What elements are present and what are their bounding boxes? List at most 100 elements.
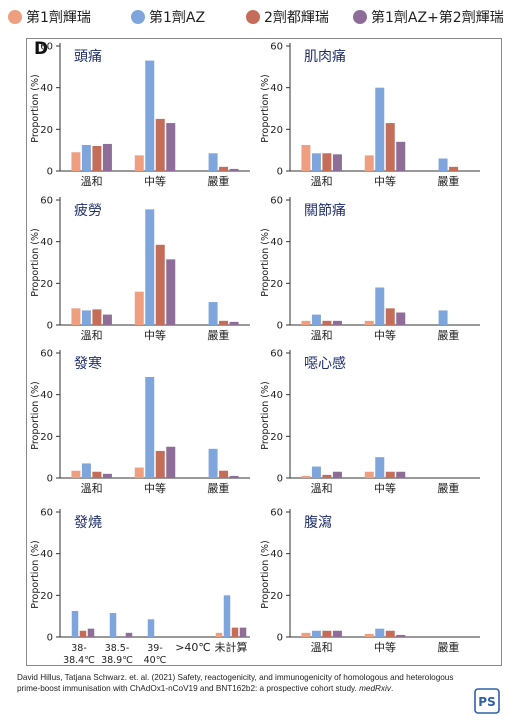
bar bbox=[223, 595, 231, 637]
bar bbox=[208, 302, 218, 325]
x-tick-label: 溫和 bbox=[81, 174, 103, 188]
x-tick-label: 中等 bbox=[374, 640, 396, 654]
y-tick-label: 60 bbox=[40, 42, 53, 53]
y-tick-label: 20 bbox=[270, 432, 283, 443]
y-tick-label: 40 bbox=[40, 237, 53, 248]
bar bbox=[332, 320, 342, 325]
y-tick-label: 40 bbox=[270, 83, 283, 94]
legend-label: 2劑都輝瑞 bbox=[264, 9, 329, 26]
x-tick-label: 溫和 bbox=[311, 640, 333, 654]
y-tick-label: 0 bbox=[47, 167, 53, 178]
bar bbox=[229, 168, 239, 171]
x-tick-label: 38-38.4℃ bbox=[63, 643, 95, 666]
citation: David Hillus, Tatjana Schwarz. et. al. (… bbox=[17, 672, 477, 694]
bar bbox=[375, 287, 385, 325]
x-tick-label: 溫和 bbox=[311, 328, 333, 342]
chart-title: 關節痛 bbox=[304, 202, 346, 219]
x-tick-label: 溫和 bbox=[81, 481, 103, 495]
x-tick-label: 嚴重 bbox=[437, 174, 459, 188]
legend-swatch bbox=[353, 10, 367, 24]
bar bbox=[322, 474, 332, 478]
x-tick-label: >40℃ bbox=[175, 641, 211, 654]
bar bbox=[231, 627, 239, 637]
bar bbox=[92, 309, 102, 325]
bar bbox=[208, 153, 218, 171]
bar bbox=[215, 632, 223, 637]
bar bbox=[364, 471, 374, 478]
x-tick-label: 中等 bbox=[374, 174, 396, 188]
bar bbox=[102, 143, 112, 171]
bar bbox=[81, 463, 91, 478]
figure-frame bbox=[26, 38, 502, 666]
bar bbox=[219, 470, 229, 478]
bar bbox=[166, 446, 176, 478]
legend-item: 第1劑AZ+第2劑輝瑞 bbox=[353, 9, 504, 26]
bar bbox=[102, 473, 112, 478]
y-tick-label: 60 bbox=[40, 508, 53, 519]
y-tick-label: 20 bbox=[270, 125, 283, 136]
y-tick-label: 20 bbox=[40, 125, 53, 136]
y-tick-label: 20 bbox=[270, 279, 283, 290]
bar bbox=[166, 259, 176, 325]
bar bbox=[145, 209, 155, 325]
y-axis-label: Proportion (%) bbox=[30, 74, 41, 142]
legend-label: 第1劑AZ bbox=[149, 9, 205, 26]
x-tick-label: 溫和 bbox=[311, 174, 333, 188]
bar bbox=[438, 158, 448, 171]
x-tick-label: 中等 bbox=[374, 328, 396, 342]
bar bbox=[71, 308, 81, 325]
bar bbox=[109, 613, 117, 637]
legend-label: 第1劑輝瑞 bbox=[26, 9, 91, 26]
bar bbox=[92, 471, 102, 478]
y-axis-label: Proportion (%) bbox=[260, 228, 271, 296]
y-tick-label: 0 bbox=[277, 633, 283, 644]
bar bbox=[301, 144, 311, 171]
bar bbox=[332, 154, 342, 171]
legend-item: 第1劑AZ bbox=[131, 9, 205, 26]
y-tick-label: 0 bbox=[277, 167, 283, 178]
y-tick-label: 40 bbox=[270, 237, 283, 248]
y-axis-label: Proportion (%) bbox=[260, 381, 271, 449]
logo-text: PS bbox=[478, 695, 495, 709]
y-tick-label: 20 bbox=[270, 591, 283, 602]
bar bbox=[332, 630, 342, 637]
x-tick-label: 中等 bbox=[144, 481, 166, 495]
y-tick-label: 60 bbox=[40, 196, 53, 207]
x-tick-label: 溫和 bbox=[311, 481, 333, 495]
bar bbox=[375, 87, 385, 171]
bar bbox=[155, 450, 165, 478]
citation-text: David Hillus, Tatjana Schwarz. et. al. (… bbox=[17, 673, 454, 693]
y-tick-label: 40 bbox=[270, 390, 283, 401]
bar bbox=[311, 466, 321, 478]
bar bbox=[166, 123, 176, 171]
bar bbox=[134, 291, 144, 325]
x-tick-label: 嚴重 bbox=[437, 481, 459, 495]
bar bbox=[364, 155, 374, 171]
bar bbox=[332, 471, 342, 478]
legend-swatch bbox=[131, 10, 145, 24]
bar bbox=[145, 376, 155, 478]
bar bbox=[125, 632, 133, 637]
bar bbox=[81, 310, 91, 325]
panel-letter: D bbox=[34, 39, 49, 59]
y-tick-label: 0 bbox=[47, 321, 53, 332]
bar bbox=[147, 619, 155, 637]
bar bbox=[375, 628, 385, 637]
y-axis-label: Proportion (%) bbox=[30, 381, 41, 449]
x-tick-label: 中等 bbox=[374, 481, 396, 495]
y-tick-label: 60 bbox=[270, 349, 283, 360]
chart-title: 發寒 bbox=[74, 355, 102, 372]
y-axis-label: Proportion (%) bbox=[30, 228, 41, 296]
bar bbox=[449, 166, 459, 171]
y-tick-label: 20 bbox=[40, 279, 53, 290]
bar bbox=[322, 630, 332, 637]
chart-panel: 0 20 40 60 Proportion (%) 發燒 38-38.4℃ 38.5-38.9… bbox=[30, 508, 250, 666]
bar bbox=[385, 630, 395, 637]
y-tick-label: 20 bbox=[40, 432, 53, 443]
legend: 第1劑輝瑞 第1劑AZ 2劑都輝瑞 第1劑AZ+第2劑輝瑞 bbox=[8, 9, 504, 26]
